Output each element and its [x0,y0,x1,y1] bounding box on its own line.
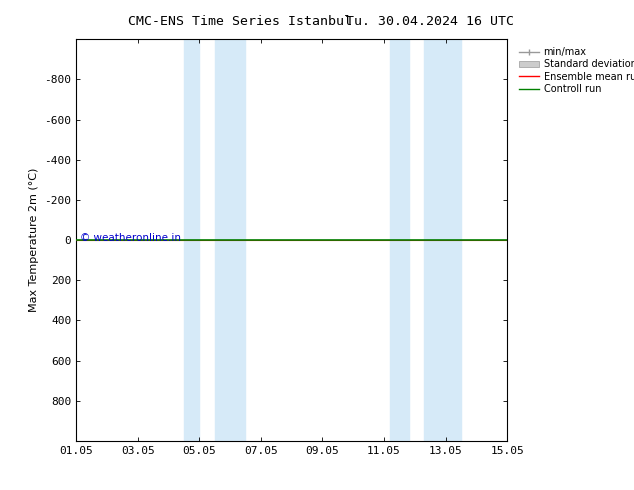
Bar [184,39,199,441]
Text: CMC-ENS Time Series Istanbul: CMC-ENS Time Series Istanbul [128,15,352,28]
Legend: min/max, Standard deviation, Ensemble mean run, Controll run: min/max, Standard deviation, Ensemble me… [516,44,634,97]
Text: © weatheronline.in: © weatheronline.in [81,233,181,243]
Bar [215,39,245,441]
Bar [424,39,461,441]
Y-axis label: Max Temperature 2m (°C): Max Temperature 2m (°C) [29,168,39,312]
Text: Tu. 30.04.2024 16 UTC: Tu. 30.04.2024 16 UTC [346,15,514,28]
Bar [390,39,409,441]
